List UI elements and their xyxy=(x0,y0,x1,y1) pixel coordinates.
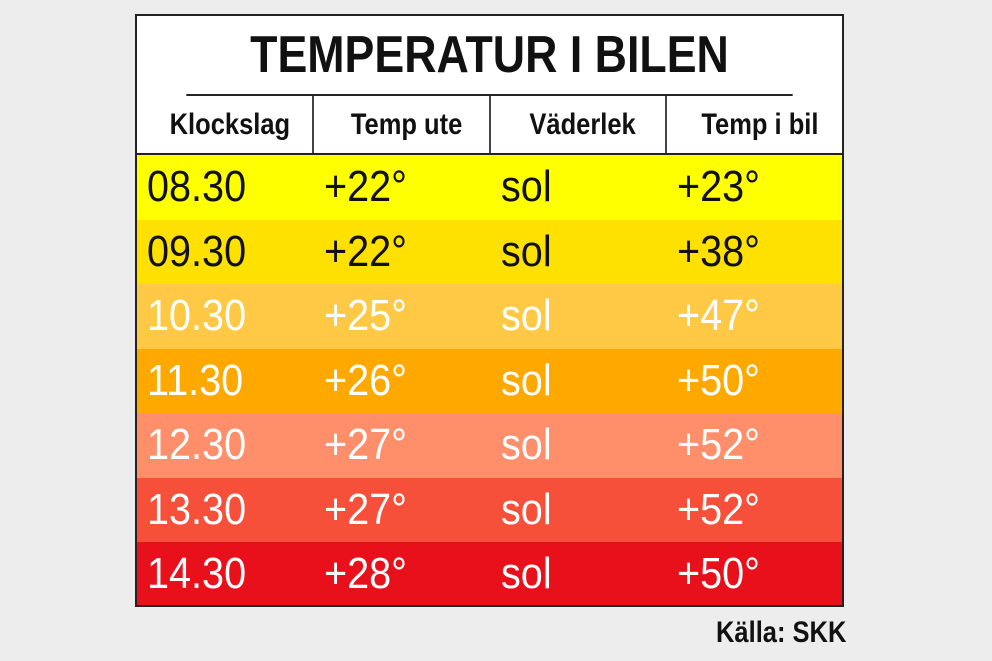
weather-cell: sol xyxy=(501,549,552,599)
table-row: 08.30 +22° sol +23° xyxy=(137,155,842,220)
table-header: Klockslag Temp ute Väderlek Temp i bil xyxy=(137,96,842,155)
outside-temp-cell: +22° xyxy=(324,226,408,276)
table-row: 09.30 +22° sol +38° xyxy=(137,219,842,284)
car-temp-cell: +50° xyxy=(677,549,761,599)
column-header-temp-ute: Temp ute xyxy=(314,96,491,153)
weather-cell: sol xyxy=(501,291,552,341)
car-temp-cell: +38° xyxy=(677,226,761,276)
outside-temp-cell: +27° xyxy=(324,420,408,470)
table-row: 14.30 +28° sol +50° xyxy=(137,542,842,605)
weather-cell: sol xyxy=(501,162,552,212)
table-row: 10.30 +25° sol +47° xyxy=(137,284,842,349)
weather-cell: sol xyxy=(501,420,552,470)
car-temp-cell: +52° xyxy=(677,420,761,470)
time-cell: 08.30 xyxy=(147,162,247,212)
weather-cell: sol xyxy=(501,226,552,276)
source-note: Källa: SKK xyxy=(715,616,846,649)
car-temp-cell: +23° xyxy=(677,162,761,212)
column-header-temp-i-bil: Temp i bil xyxy=(700,107,819,141)
table-body: 08.30 +22° sol +23° 09.30 +22° sol +38° 10.30 +25… xyxy=(137,155,842,605)
table-title: TEMPERATUR I BILEN xyxy=(186,16,793,96)
outside-temp-cell: +25° xyxy=(324,291,408,341)
temperature-table: TEMPERATUR I BILEN Klockslag Temp ute Vä… xyxy=(135,14,844,607)
outside-temp-cell: +22° xyxy=(324,162,408,212)
time-cell: 13.30 xyxy=(147,484,247,534)
time-cell: 10.30 xyxy=(147,291,247,341)
outside-temp-cell: +26° xyxy=(324,355,408,405)
table-row: 13.30 +27° sol +52° xyxy=(137,477,842,542)
table-row: 12.30 +27° sol +52° xyxy=(137,413,842,478)
car-temp-cell: +47° xyxy=(677,291,761,341)
weather-cell: sol xyxy=(501,355,552,405)
car-temp-cell: +50° xyxy=(677,355,761,405)
time-cell: 12.30 xyxy=(147,420,247,470)
time-cell: 11.30 xyxy=(147,355,244,405)
time-cell: 09.30 xyxy=(147,226,247,276)
column-header-vaderlek: Väderlek xyxy=(491,96,667,153)
time-cell: 14.30 xyxy=(147,549,247,599)
car-temp-cell: +52° xyxy=(677,484,761,534)
column-header-klockslag: Klockslag xyxy=(137,96,314,153)
outside-temp-cell: +28° xyxy=(324,549,408,599)
table-row: 11.30 +26° sol +50° xyxy=(137,348,842,413)
weather-cell: sol xyxy=(501,484,552,534)
outside-temp-cell: +27° xyxy=(324,484,408,534)
